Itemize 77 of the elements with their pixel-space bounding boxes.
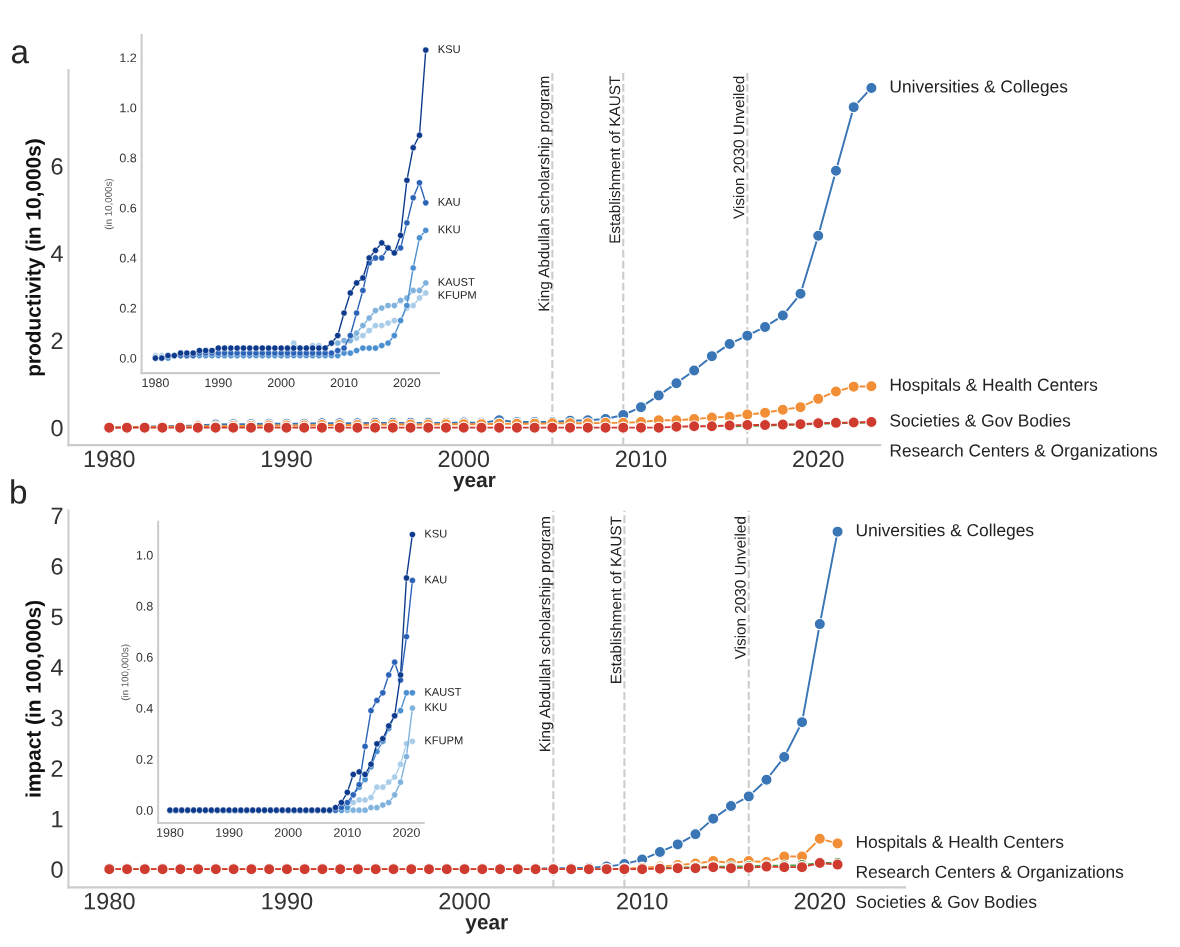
y-tick-label: 1 xyxy=(52,810,63,828)
series-label: KAUST xyxy=(425,687,462,696)
series-label: Research Centers & Organizations xyxy=(856,865,1124,882)
series-label: Societies & Gov Bodies xyxy=(856,895,1037,909)
ref-line-label: Vision 2030 Unveiled xyxy=(734,517,746,660)
y-tick-label: 4 xyxy=(50,245,63,262)
y-tick-label: 4 xyxy=(50,659,63,676)
y-tick-label: 5 xyxy=(51,608,63,626)
x-axis-title: year xyxy=(465,918,508,934)
x-tick-label: 2020 xyxy=(794,892,846,910)
ref-line-label: King Abdullah scholarship program xyxy=(539,517,554,751)
text: b xyxy=(11,479,27,504)
y-tick-label: 1.0 xyxy=(136,550,153,560)
series-label: KFUPM xyxy=(425,736,463,745)
y-tick-label: 0.4 xyxy=(119,253,137,263)
y-tick-label: 0.2 xyxy=(119,303,137,313)
x-axis-title: year xyxy=(453,475,496,492)
series-label: KSU xyxy=(438,45,460,54)
y-axis-title: productivity (in 10,000s) xyxy=(25,139,45,376)
series-label: KKU xyxy=(438,225,460,234)
x-tick-label: 2010 xyxy=(617,892,668,910)
x-tick-label: 2000 xyxy=(267,378,295,388)
series-label: Hospitals & Health Centers xyxy=(890,378,1098,395)
y-tick-label: 2 xyxy=(51,760,63,777)
x-tick-label: 2010 xyxy=(615,450,667,468)
x-tick-label: 1980 xyxy=(142,378,169,388)
x-tick-label: 2020 xyxy=(393,828,420,837)
x-tick-label: 2010 xyxy=(330,378,358,388)
text: a xyxy=(11,45,29,64)
ref-line-label: Vision 2030 Unveiled xyxy=(733,76,745,219)
y-axis-title: (in 100,000s) xyxy=(121,644,131,701)
series-label: KAUST xyxy=(438,278,475,286)
x-tick-label: 2020 xyxy=(793,450,844,468)
x-tick-label: 1980 xyxy=(84,892,135,910)
x-tick-label: 2000 xyxy=(274,828,302,837)
series-label: Research Centers & Organizations xyxy=(890,443,1158,461)
series-label: Societies & Gov Bodies xyxy=(890,413,1071,427)
series-label: Universities & Colleges xyxy=(890,79,1068,97)
y-tick-label: 0.0 xyxy=(136,805,153,815)
y-tick-label: 0.2 xyxy=(136,754,153,764)
x-tick-label: 1980 xyxy=(157,828,184,837)
ref-line-label: Establishment of KAUST xyxy=(609,76,621,243)
series-label: KKU xyxy=(425,703,447,712)
x-tick-label: 1990 xyxy=(262,892,313,910)
x-tick-label: 2020 xyxy=(393,378,421,388)
y-tick-label: 1.2 xyxy=(120,53,137,63)
y-tick-label: 0.8 xyxy=(136,601,153,611)
y-tick-label: 0 xyxy=(51,861,63,878)
x-tick-label: 1980 xyxy=(84,450,135,468)
series-label: Hospitals & Health Centers xyxy=(856,835,1064,852)
x-tick-label: 2000 xyxy=(438,450,490,468)
x-tick-label: 1990 xyxy=(216,828,243,837)
y-tick-label: 0.0 xyxy=(119,353,137,363)
y-tick-label: 3 xyxy=(51,709,63,727)
y-tick-label: 6 xyxy=(51,158,63,175)
x-tick-label: 1990 xyxy=(205,378,232,388)
ref-line-label: Establishment of KAUST xyxy=(610,516,622,683)
series-label: Universities & Colleges xyxy=(856,523,1034,540)
y-tick-label: 0.6 xyxy=(136,652,153,662)
x-tick-label: 2000 xyxy=(439,892,490,910)
y-axis-title: impact (in 100,000s) xyxy=(25,600,45,797)
x-tick-label: 1990 xyxy=(262,450,312,468)
y-tick-label: 2 xyxy=(51,332,63,349)
series-label: KSU xyxy=(425,529,447,538)
y-tick-label: 0.8 xyxy=(119,153,137,163)
y-tick-label: 6 xyxy=(51,558,63,575)
series-label: KFUPM xyxy=(438,291,476,299)
series-label: KAU xyxy=(438,198,460,206)
y-tick-label: 0.4 xyxy=(136,703,153,713)
y-tick-label: 0 xyxy=(51,419,63,437)
y-tick-label: 1.0 xyxy=(120,103,137,113)
x-tick-label: 2010 xyxy=(334,828,361,837)
series-label: KAU xyxy=(425,575,447,584)
y-axis-title: (in 10,000s) xyxy=(104,179,114,230)
y-tick-label: 0.6 xyxy=(119,203,137,213)
y-tick-label: 7 xyxy=(51,507,63,525)
ref-line-label: King Abdullah scholarship program xyxy=(538,76,553,311)
